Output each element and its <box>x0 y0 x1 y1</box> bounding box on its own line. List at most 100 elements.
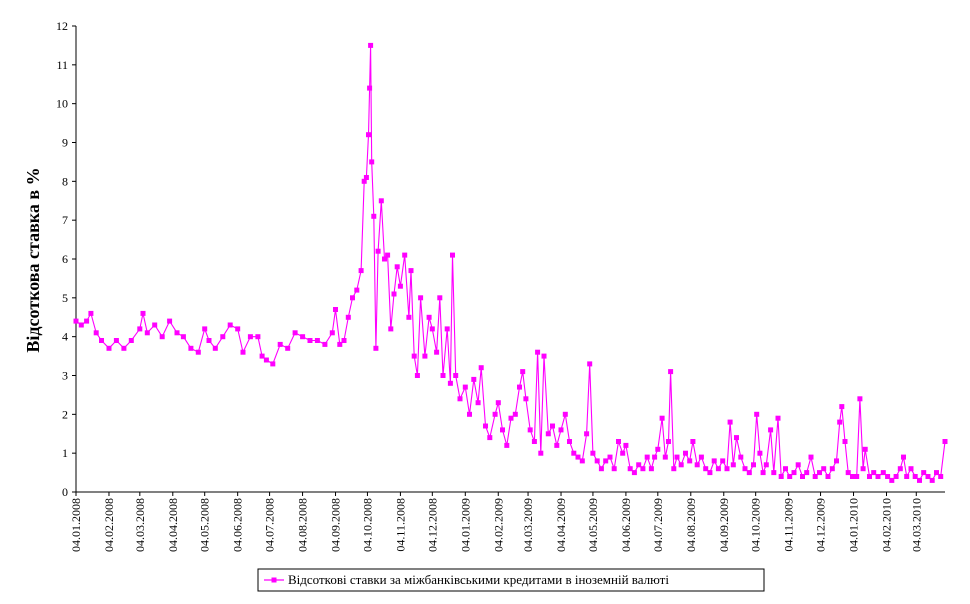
data-point <box>531 439 537 444</box>
legend-label: Відсоткові ставки за міжбанківськими кре… <box>288 572 669 587</box>
legend-marker-sample <box>271 577 277 583</box>
data-point <box>929 477 935 483</box>
data-point <box>314 338 320 343</box>
x-tick-label: 04.02.2008 <box>102 498 116 552</box>
x-tick-label: 04.03.2010 <box>909 498 923 552</box>
data-point <box>385 252 391 258</box>
data-point <box>787 474 793 479</box>
data-point <box>640 466 646 472</box>
data-point <box>845 470 851 476</box>
x-tick-label: 04.02.2009 <box>491 498 505 552</box>
data-point <box>912 474 918 479</box>
data-point <box>277 341 283 347</box>
data-point <box>808 454 814 460</box>
data-point <box>571 450 577 456</box>
data-point <box>584 431 590 437</box>
data-point <box>167 318 173 324</box>
data-point <box>329 330 335 336</box>
data-point <box>535 349 541 355</box>
data-point <box>768 427 774 433</box>
data-point <box>751 462 756 468</box>
data-point <box>800 474 805 479</box>
data-point <box>307 338 313 343</box>
data-point <box>925 474 931 479</box>
data-point <box>523 396 529 402</box>
data-point <box>715 466 721 472</box>
y-tick-label: 4 <box>62 330 68 344</box>
data-point <box>478 365 484 371</box>
data-point <box>659 415 665 421</box>
data-point <box>195 349 201 355</box>
x-tick-label: 04.09.2009 <box>717 498 731 552</box>
data-point <box>369 159 375 165</box>
data-point <box>648 466 654 472</box>
data-point <box>850 474 855 479</box>
data-point <box>520 369 526 375</box>
data-point <box>917 477 922 483</box>
data-point <box>829 466 835 472</box>
data-point <box>880 470 886 476</box>
data-point <box>128 338 134 343</box>
x-tick-label: 04.04.2009 <box>554 498 568 552</box>
data-point <box>703 466 709 472</box>
data-point <box>434 349 440 355</box>
data-point <box>921 470 927 476</box>
data-point <box>212 345 218 351</box>
y-tick-label: 2 <box>62 407 68 421</box>
data-point <box>259 353 265 359</box>
data-point <box>93 330 99 336</box>
data-point <box>938 474 944 479</box>
data-point <box>368 42 374 48</box>
data-point <box>337 341 343 347</box>
x-tick-label: 04.11.2008 <box>393 498 407 552</box>
data-point <box>871 470 877 476</box>
y-tick-label: 11 <box>56 58 68 72</box>
data-point <box>687 458 693 464</box>
data-point <box>426 314 432 320</box>
x-tick-label: 04.05.2009 <box>586 498 600 552</box>
data-point <box>908 466 914 472</box>
y-tick-label: 9 <box>62 136 68 150</box>
data-point <box>671 466 677 472</box>
data-point <box>631 470 637 476</box>
data-point <box>652 454 658 460</box>
data-point <box>437 295 443 301</box>
data-point <box>512 411 518 417</box>
data-point <box>333 307 338 312</box>
data-point <box>690 439 696 444</box>
data-point <box>263 357 269 363</box>
data-point <box>545 431 551 437</box>
x-tick-label: 04.01.2009 <box>458 498 472 552</box>
data-point <box>821 466 827 472</box>
data-point <box>240 349 246 355</box>
data-point <box>88 310 94 316</box>
data-point <box>462 384 468 390</box>
data-point <box>842 439 848 444</box>
data-point <box>375 248 381 254</box>
legend: Відсоткові ставки за міжбанківськими кре… <box>257 568 765 592</box>
data-point <box>367 85 373 91</box>
data-point <box>504 442 510 448</box>
data-point <box>508 415 514 421</box>
data-point <box>483 423 488 429</box>
data-point <box>300 334 306 340</box>
x-tick-label: 04.01.2008 <box>69 498 83 552</box>
y-tick-label: 10 <box>56 97 68 111</box>
data-point <box>475 400 481 406</box>
data-point <box>140 310 146 316</box>
data-point <box>341 338 347 343</box>
data-point <box>711 458 717 464</box>
x-tick-label: 04.07.2009 <box>651 498 665 552</box>
data-point <box>292 330 298 336</box>
data-point <box>113 338 119 343</box>
y-tick-label: 5 <box>62 291 68 305</box>
data-point <box>775 415 781 421</box>
data-point <box>897 466 903 472</box>
data-point <box>738 454 744 460</box>
data-point <box>757 450 763 456</box>
data-point <box>345 314 351 320</box>
data-point <box>834 458 839 464</box>
data-point <box>854 474 860 479</box>
data-point <box>611 466 617 472</box>
data-point <box>220 334 226 340</box>
